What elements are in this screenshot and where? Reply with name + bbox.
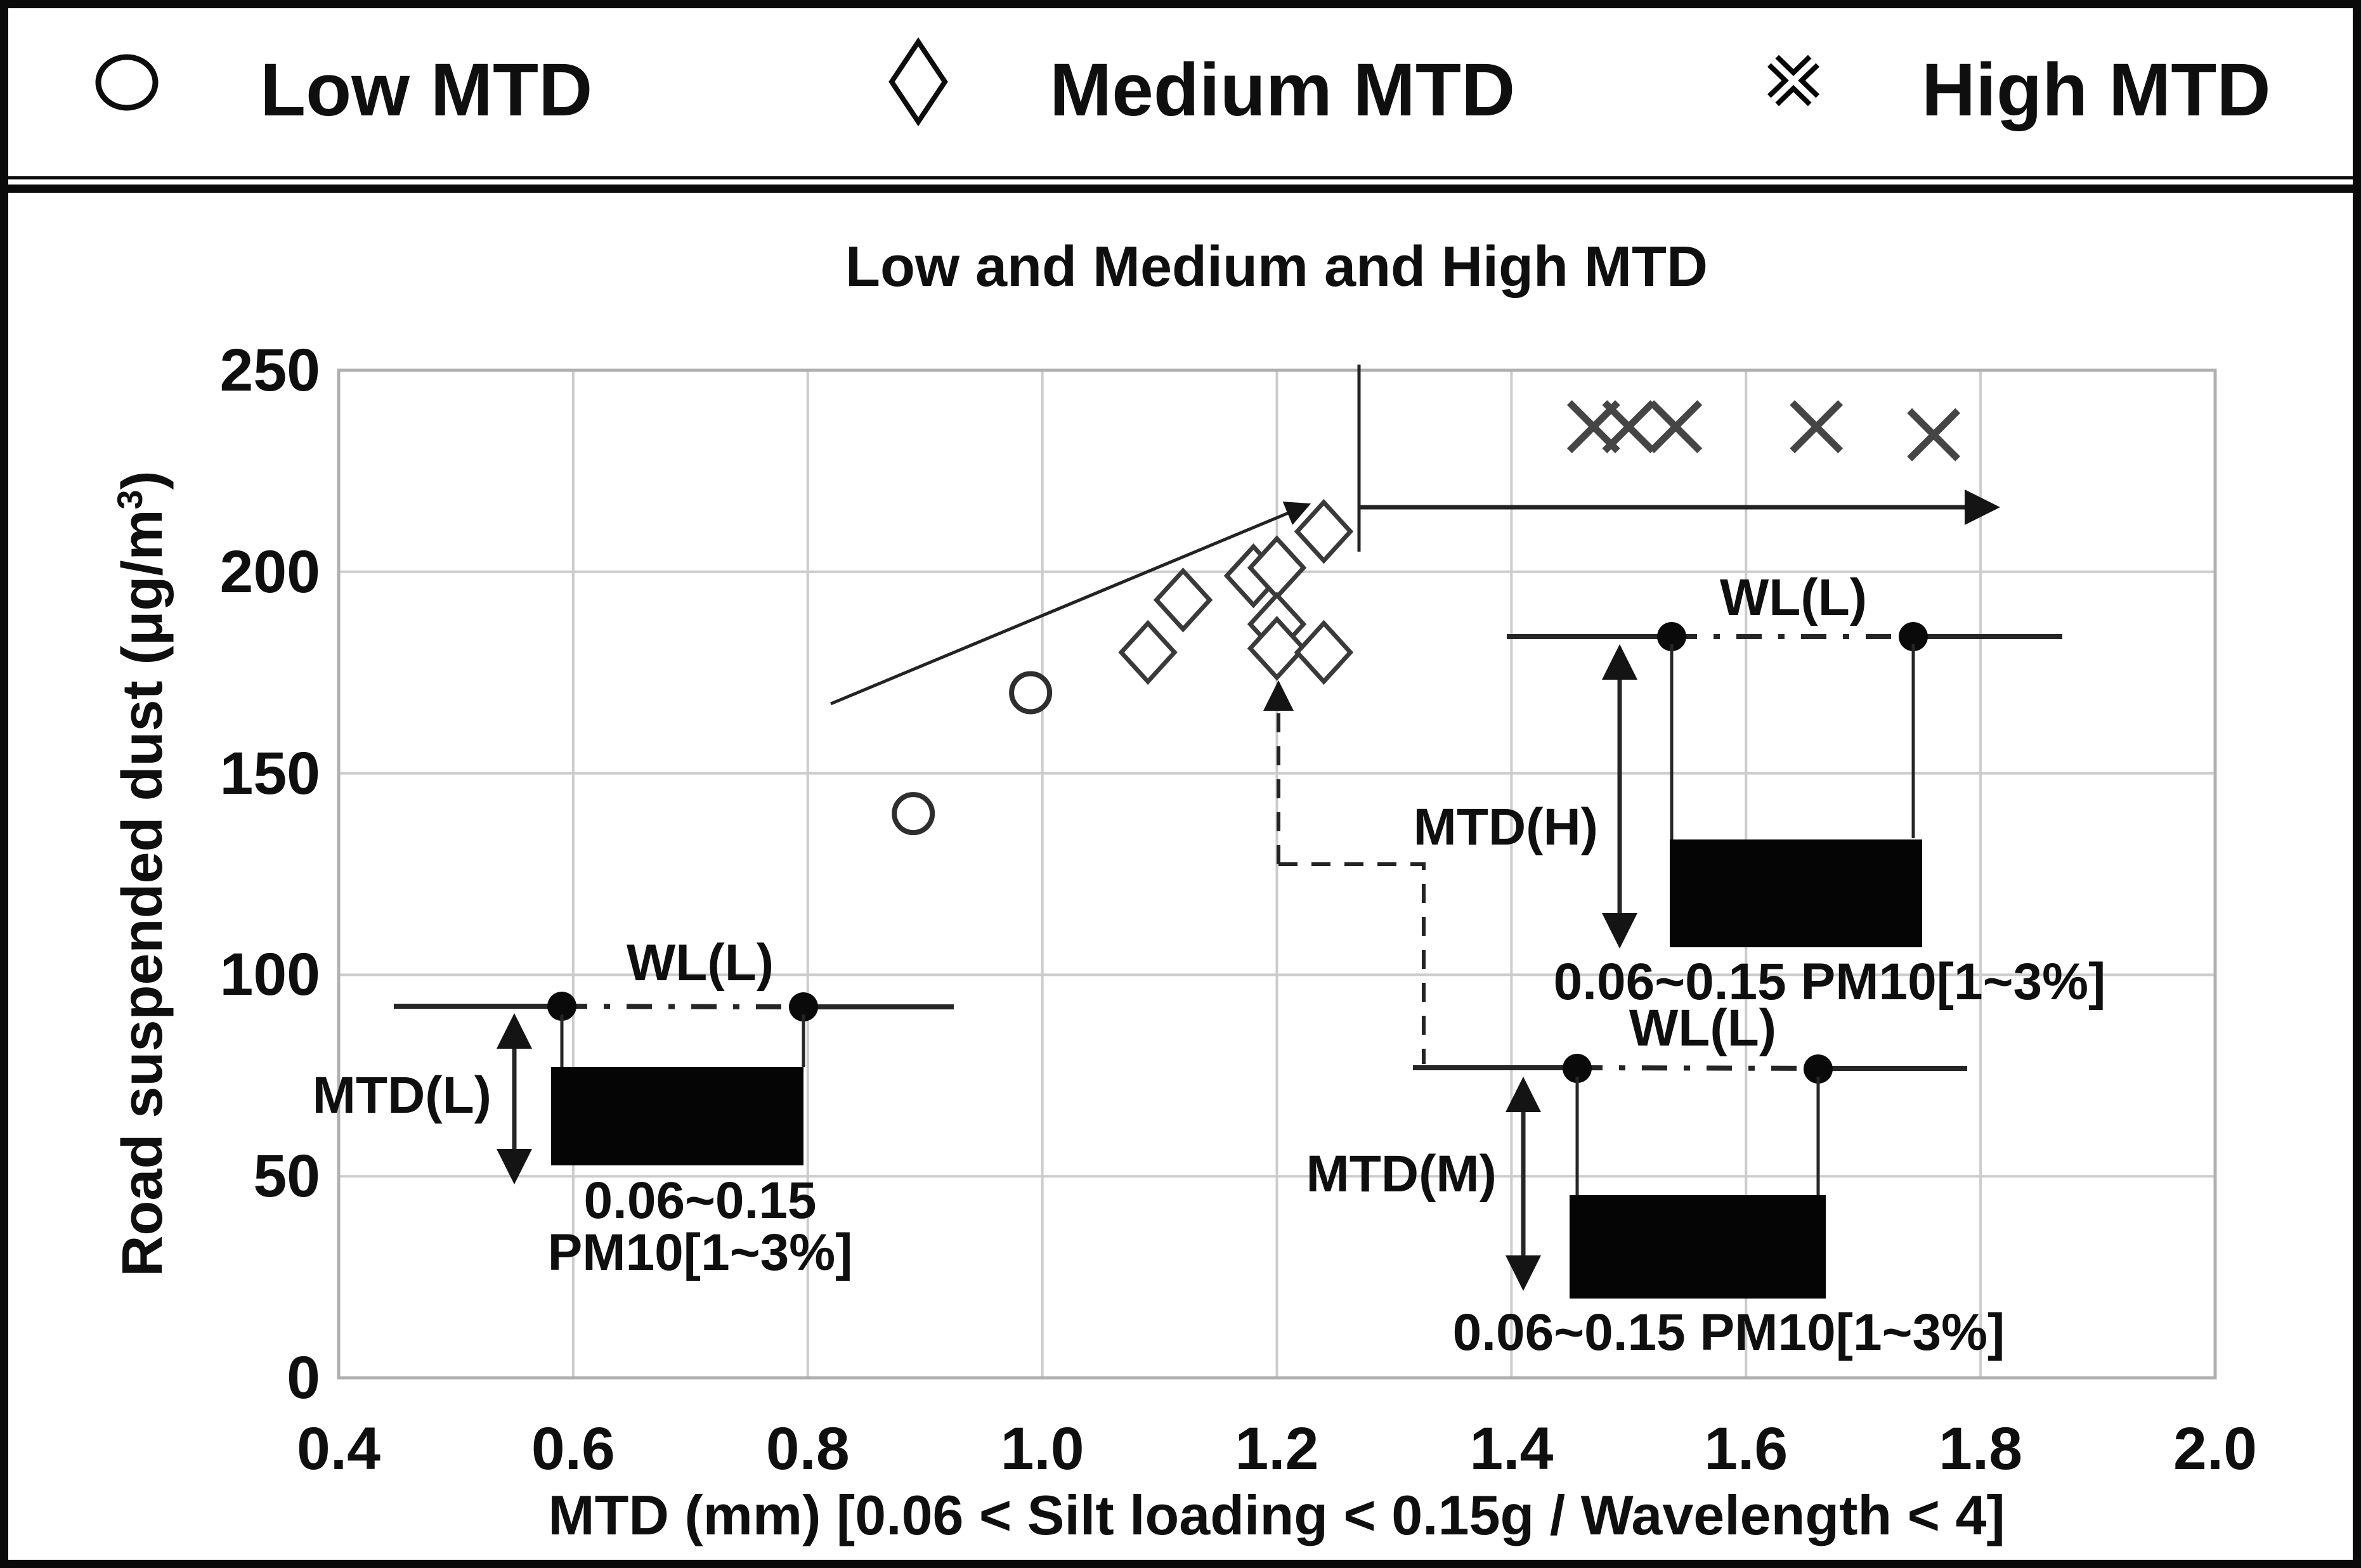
silt-range-low-line2: PM10[1~3%] <box>547 1224 853 1281</box>
mtd-high-label: MTD(H) <box>1413 798 1598 856</box>
y-tick-label: 250 <box>219 337 320 404</box>
medium-mtd-diamond-icon <box>888 37 948 127</box>
x-tick-label: 0.8 <box>765 1415 850 1482</box>
dashed-connector <box>1278 862 1426 1064</box>
data-point-low-mtd <box>892 792 935 836</box>
wl-dot <box>1563 1054 1592 1083</box>
chart-box-top-border <box>8 185 2353 193</box>
pavement-diagram-high <box>1507 622 2062 949</box>
pavement-diagram-medium <box>1413 1054 1967 1299</box>
x-tick-label: 1.4 <box>1469 1415 1554 1482</box>
wl-label-high: WL(L) <box>1719 569 1868 626</box>
plot-border <box>337 368 2217 1380</box>
data-point-high-mtd <box>1602 400 1656 453</box>
texture-depth-block <box>1670 839 1922 947</box>
silt-range-medium: 0.06~0.15 PM10[1~3%] <box>1452 1304 2005 1361</box>
y-tick-label: 50 <box>253 1143 320 1210</box>
legend-item-high-mtd: High MTD <box>1922 48 2271 132</box>
texture-depth-block <box>551 1067 803 1165</box>
data-points <box>892 400 1961 836</box>
mtd-medium-label: MTD(M) <box>1306 1145 1497 1203</box>
wl-dot <box>1657 622 1686 651</box>
silt-range-low-line1: 0.06~0.15 <box>583 1172 817 1229</box>
low-mtd-circle-icon <box>95 54 159 111</box>
y-tick-label: 200 <box>219 538 320 606</box>
wl-label-medium: WL(L) <box>1629 999 1777 1057</box>
x-axis-title: MTD (mm) [0.06 < Silt loading < 0.15g / … <box>548 1484 2005 1546</box>
diagonal-trend-arrow <box>830 502 1311 706</box>
legend-box-divider <box>8 176 2353 179</box>
wl-dot <box>1899 622 1928 651</box>
legend-item-low-mtd: Low MTD <box>260 48 593 132</box>
data-point-medium-mtd <box>1153 567 1213 633</box>
x-tick-label: 1.8 <box>1939 1415 2023 1482</box>
wl-dot <box>1804 1054 1833 1084</box>
chart-title: Low and Medium and High MTD <box>845 235 1708 299</box>
data-point-medium-mtd <box>1247 616 1307 681</box>
y-tick-label: 150 <box>219 739 320 807</box>
mtd-low-label: MTD(L) <box>312 1066 491 1124</box>
x-tick-label: 0.6 <box>531 1415 615 1482</box>
texture-depth-block <box>1570 1195 1826 1299</box>
x-tick-label: 1.2 <box>1235 1415 1319 1482</box>
data-point-high-mtd <box>1907 408 1961 462</box>
data-point-low-mtd <box>1009 671 1053 715</box>
x-tick-label: 1.6 <box>1704 1415 1788 1482</box>
data-point-medium-mtd <box>1294 499 1354 564</box>
wl-label-low: WL(L) <box>626 934 774 992</box>
x-tick-label: 1.0 <box>1000 1415 1084 1482</box>
x-tick-label: 2.0 <box>2173 1415 2258 1482</box>
x-tick-label: 0.4 <box>296 1415 381 1482</box>
data-point-medium-mtd <box>1118 619 1178 685</box>
silt-range-high: 0.06~0.15 PM10[1~3%] <box>1553 953 2106 1011</box>
data-point-medium-mtd <box>1294 619 1354 685</box>
data-point-high-mtd <box>1790 400 1844 453</box>
high-mtd-cross-icon <box>1767 55 1820 107</box>
annotation-arrows <box>830 365 2000 1064</box>
y-tick-label: 0 <box>287 1344 320 1411</box>
wl-dot <box>547 992 576 1021</box>
legend-item-medium-mtd: Medium MTD <box>1050 48 1516 132</box>
wl-dot <box>789 992 818 1021</box>
y-tick-label: 100 <box>219 941 320 1009</box>
pavement-diagram-low <box>394 992 954 1184</box>
data-point-high-mtd <box>1649 400 1703 453</box>
